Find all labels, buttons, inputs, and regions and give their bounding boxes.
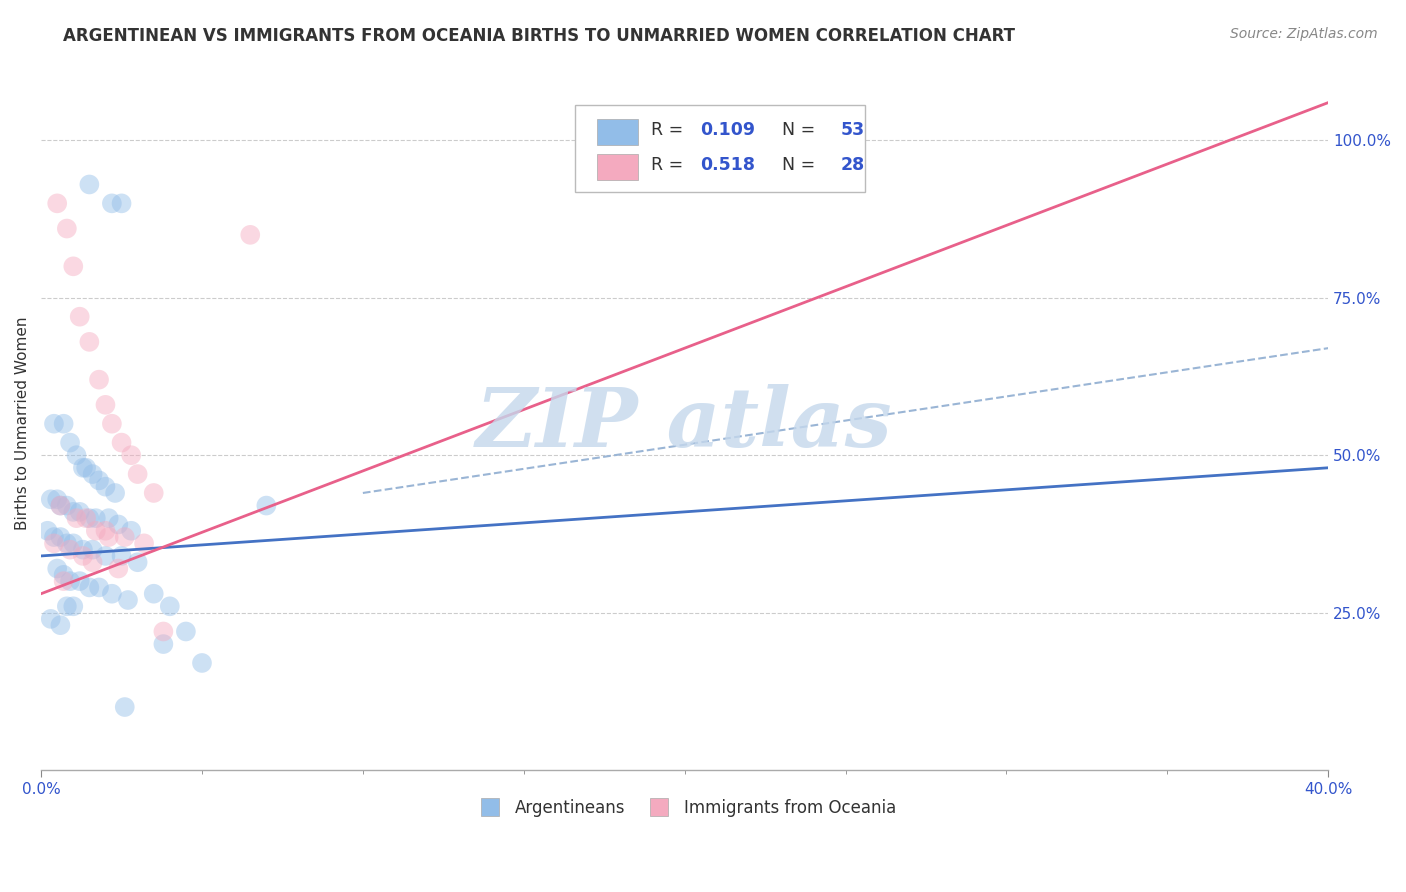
Point <box>42 536 65 550</box>
Point <box>49 530 72 544</box>
Point <box>239 227 262 242</box>
Point <box>52 417 75 431</box>
Text: N =: N = <box>770 121 821 139</box>
Point <box>152 637 174 651</box>
Point <box>82 555 104 569</box>
Point <box>142 587 165 601</box>
Point <box>69 310 91 324</box>
Text: 0.518: 0.518 <box>700 156 755 174</box>
Point <box>117 593 139 607</box>
Point <box>84 511 107 525</box>
Text: ZIP atlas: ZIP atlas <box>477 384 893 464</box>
Point <box>107 561 129 575</box>
Point <box>72 542 94 557</box>
Point <box>49 618 72 632</box>
Point <box>65 448 87 462</box>
Text: 28: 28 <box>841 156 865 174</box>
Point <box>46 492 69 507</box>
Point <box>110 196 132 211</box>
Point <box>142 486 165 500</box>
Point <box>101 196 124 211</box>
Point <box>72 549 94 563</box>
Point <box>94 549 117 563</box>
Text: ARGENTINEAN VS IMMIGRANTS FROM OCEANIA BIRTHS TO UNMARRIED WOMEN CORRELATION CHA: ARGENTINEAN VS IMMIGRANTS FROM OCEANIA B… <box>63 27 1015 45</box>
Point <box>46 561 69 575</box>
Point <box>62 536 84 550</box>
Point <box>75 511 97 525</box>
Point <box>107 517 129 532</box>
Bar <box>598 119 638 145</box>
Point <box>82 542 104 557</box>
Point <box>120 448 142 462</box>
Point <box>120 524 142 538</box>
Point <box>52 567 75 582</box>
Point <box>94 398 117 412</box>
Point <box>114 530 136 544</box>
Point <box>79 334 101 349</box>
Point <box>97 530 120 544</box>
Point <box>72 460 94 475</box>
Point <box>87 581 110 595</box>
Point <box>69 505 91 519</box>
Point <box>127 555 149 569</box>
Point <box>94 524 117 538</box>
Point <box>104 486 127 500</box>
Point <box>52 574 75 588</box>
Point <box>79 581 101 595</box>
Point <box>49 499 72 513</box>
Point <box>62 260 84 274</box>
Point <box>75 460 97 475</box>
Legend: Argentineans, Immigrants from Oceania: Argentineans, Immigrants from Oceania <box>467 793 903 824</box>
Point <box>56 221 79 235</box>
Point <box>110 549 132 563</box>
Point <box>42 417 65 431</box>
Bar <box>598 154 638 180</box>
Text: R =: R = <box>651 121 689 139</box>
Point <box>62 505 84 519</box>
Text: N =: N = <box>770 156 821 174</box>
Y-axis label: Births to Unmarried Women: Births to Unmarried Women <box>15 317 30 531</box>
Point <box>94 480 117 494</box>
Text: 53: 53 <box>841 121 865 139</box>
Point <box>101 417 124 431</box>
Text: R =: R = <box>651 156 689 174</box>
Point <box>132 536 155 550</box>
Point <box>79 178 101 192</box>
Point <box>56 499 79 513</box>
Point <box>254 499 277 513</box>
Point <box>110 435 132 450</box>
Point <box>59 435 82 450</box>
Point <box>191 656 214 670</box>
Point <box>65 511 87 525</box>
Point <box>152 624 174 639</box>
Text: Source: ZipAtlas.com: Source: ZipAtlas.com <box>1230 27 1378 41</box>
Point <box>174 624 197 639</box>
FancyBboxPatch shape <box>575 105 865 192</box>
Point <box>97 511 120 525</box>
Point <box>59 574 82 588</box>
Point <box>62 599 84 614</box>
Point <box>49 499 72 513</box>
Point <box>59 542 82 557</box>
Point <box>87 474 110 488</box>
Point <box>159 599 181 614</box>
Point <box>56 599 79 614</box>
Point <box>87 373 110 387</box>
Text: 0.109: 0.109 <box>700 121 755 139</box>
Point <box>37 524 59 538</box>
Point <box>101 587 124 601</box>
Point <box>69 574 91 588</box>
Point <box>39 492 62 507</box>
Point <box>39 612 62 626</box>
Point <box>42 530 65 544</box>
Point <box>84 524 107 538</box>
Point <box>79 511 101 525</box>
Point <box>127 467 149 481</box>
Point <box>82 467 104 481</box>
Point <box>46 196 69 211</box>
Point <box>114 700 136 714</box>
Point <box>56 536 79 550</box>
